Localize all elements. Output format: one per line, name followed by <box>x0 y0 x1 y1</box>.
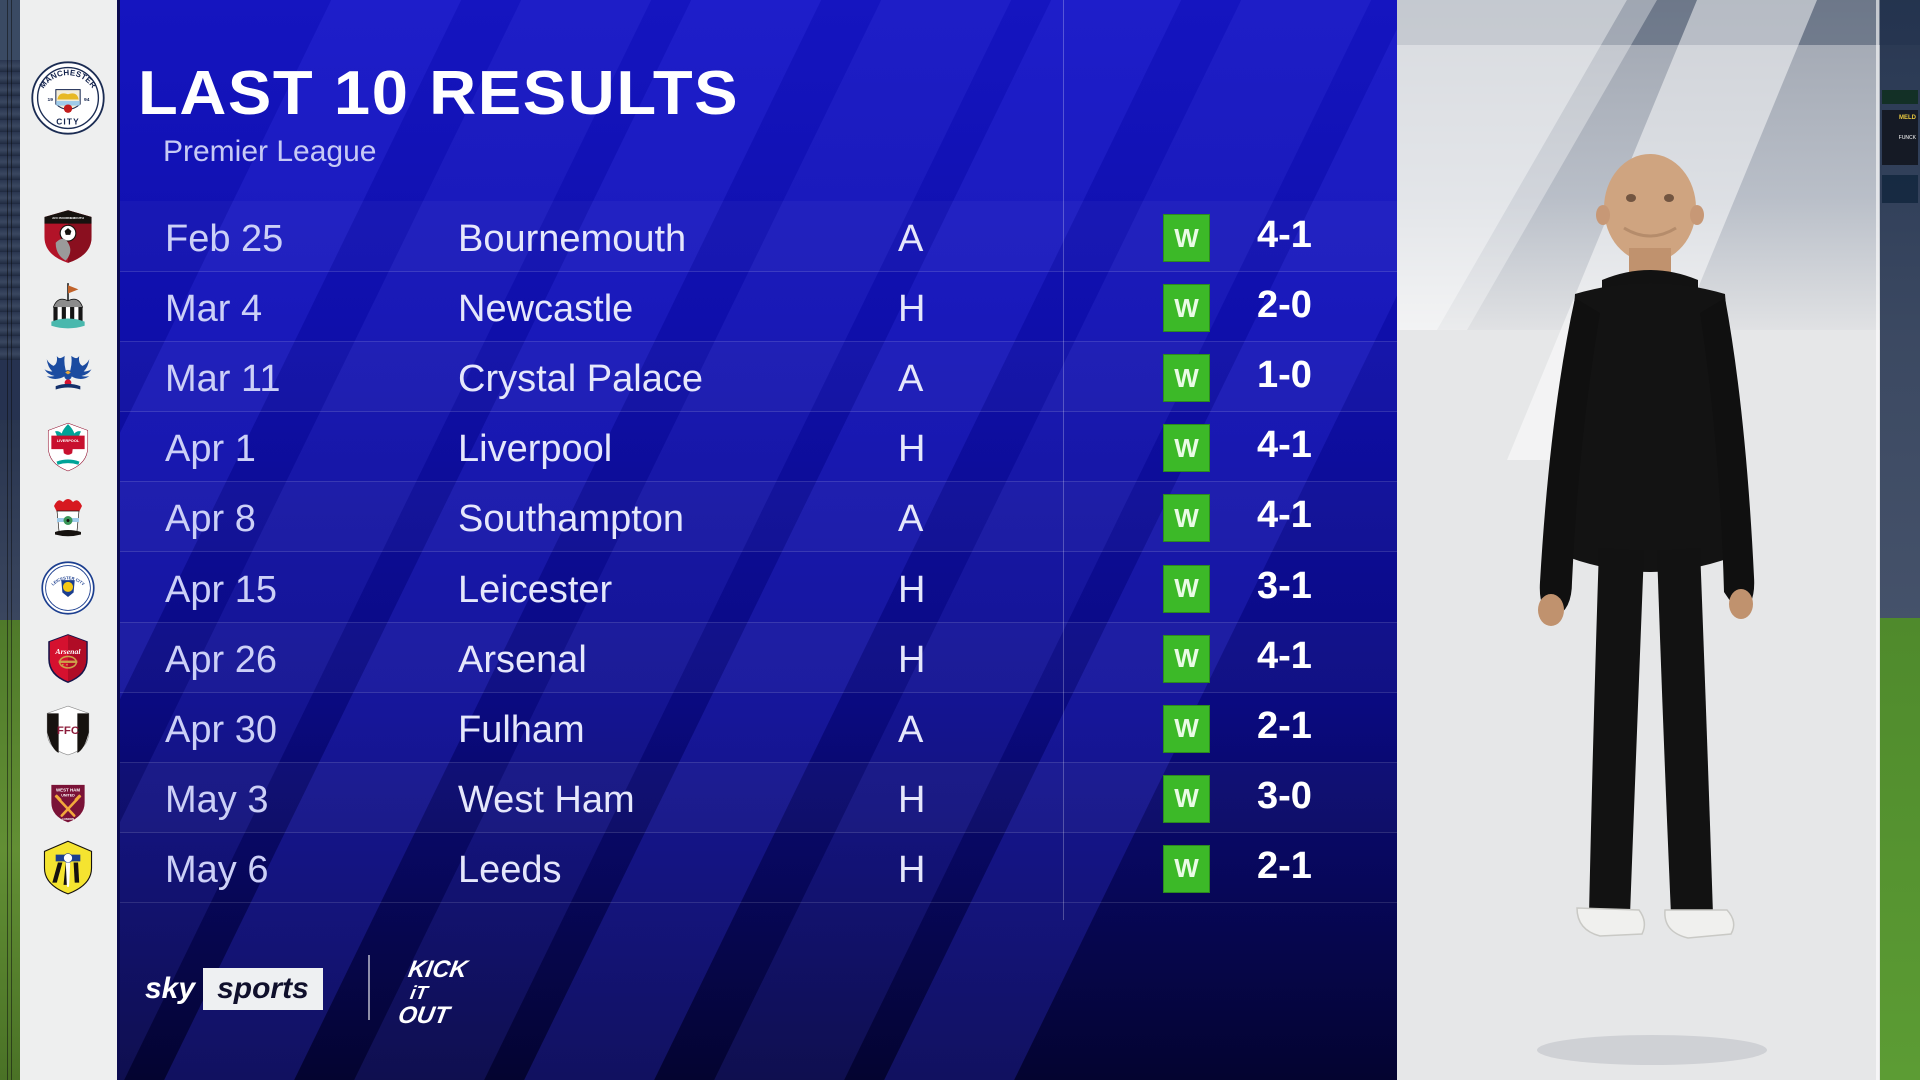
svg-text:94: 94 <box>84 97 90 103</box>
svg-text:CITY: CITY <box>56 117 80 127</box>
svg-text:OUT: OUT <box>398 1002 454 1029</box>
svg-text:LONDON: LONDON <box>62 817 74 821</box>
svg-text:AFC BOURNEMOUTH: AFC BOURNEMOUTH <box>52 216 85 220</box>
svg-text:KICK: KICK <box>406 956 471 983</box>
svg-text:FFC: FFC <box>57 725 79 737</box>
svg-text:WEST HAM: WEST HAM <box>56 788 80 793</box>
svg-text:19: 19 <box>47 97 53 103</box>
svg-text:Arsenal: Arsenal <box>54 647 81 656</box>
svg-text:LIVERPOOL: LIVERPOOL <box>57 438 80 443</box>
svg-text:iT: iT <box>408 983 431 1004</box>
svg-text:UNITED: UNITED <box>61 793 75 797</box>
